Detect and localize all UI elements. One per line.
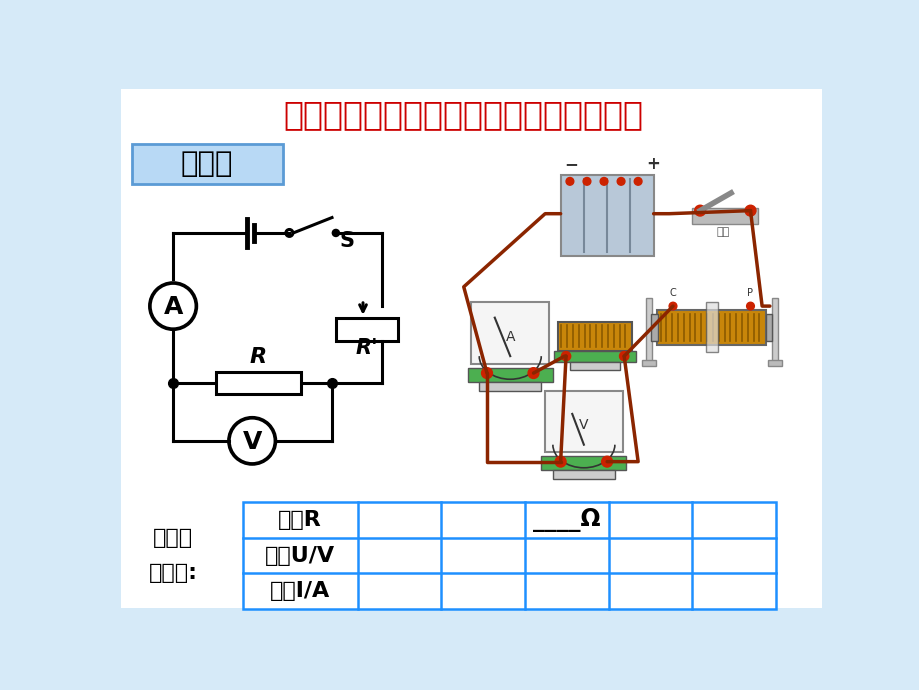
Circle shape — [744, 205, 755, 216]
Circle shape — [528, 368, 539, 379]
Text: V: V — [578, 418, 588, 433]
Bar — [467, 368, 552, 382]
Text: 电流I/A: 电流I/A — [270, 581, 330, 601]
Bar — [479, 382, 540, 391]
Text: C: C — [669, 288, 675, 298]
Text: R: R — [250, 347, 267, 367]
Text: 电阻一定，研究电流与电压的定量关系。: 电阻一定，研究电流与电压的定量关系。 — [283, 99, 643, 132]
Text: P: P — [746, 288, 753, 298]
Bar — [692, 208, 757, 224]
Text: R': R' — [356, 338, 378, 358]
Bar — [569, 362, 619, 370]
Text: 电阻R: 电阻R — [278, 510, 322, 530]
Bar — [437, 164, 815, 483]
Circle shape — [694, 205, 705, 216]
Bar — [767, 360, 781, 366]
Text: 电压U/V: 电压U/V — [265, 546, 335, 566]
Bar — [558, 322, 631, 351]
Text: +: + — [645, 155, 659, 173]
Text: V: V — [243, 430, 262, 453]
Bar — [335, 317, 397, 341]
Circle shape — [618, 351, 629, 361]
Bar — [651, 314, 657, 341]
Circle shape — [583, 177, 590, 185]
Circle shape — [599, 177, 607, 185]
Bar — [645, 298, 652, 364]
Bar — [766, 314, 771, 341]
Circle shape — [746, 302, 754, 310]
Bar — [552, 470, 614, 480]
Circle shape — [601, 456, 612, 467]
Bar — [657, 310, 766, 344]
Circle shape — [481, 368, 492, 379]
Bar — [243, 502, 776, 609]
Text: 记录实: 记录实 — [153, 528, 193, 548]
Bar — [705, 302, 717, 353]
Text: ____Ω: ____Ω — [532, 508, 600, 532]
Bar — [545, 391, 622, 453]
Text: S: S — [339, 231, 355, 250]
Circle shape — [333, 230, 338, 236]
Text: −: − — [564, 155, 578, 173]
Text: A: A — [164, 295, 183, 319]
Text: 验数据:: 验数据: — [149, 563, 198, 583]
Bar — [471, 302, 549, 364]
Bar — [554, 351, 635, 362]
Circle shape — [565, 177, 573, 185]
Circle shape — [561, 351, 570, 361]
Text: 方法二: 方法二 — [181, 150, 233, 179]
Circle shape — [554, 456, 565, 467]
Circle shape — [617, 177, 624, 185]
Bar — [771, 298, 777, 364]
Text: A: A — [505, 330, 515, 344]
Circle shape — [633, 177, 641, 185]
Bar — [560, 175, 652, 256]
Bar — [540, 456, 626, 470]
Bar — [216, 373, 301, 394]
Text: 开关: 开关 — [716, 227, 729, 237]
FancyBboxPatch shape — [132, 144, 283, 184]
Bar — [641, 360, 655, 366]
Circle shape — [668, 302, 676, 310]
